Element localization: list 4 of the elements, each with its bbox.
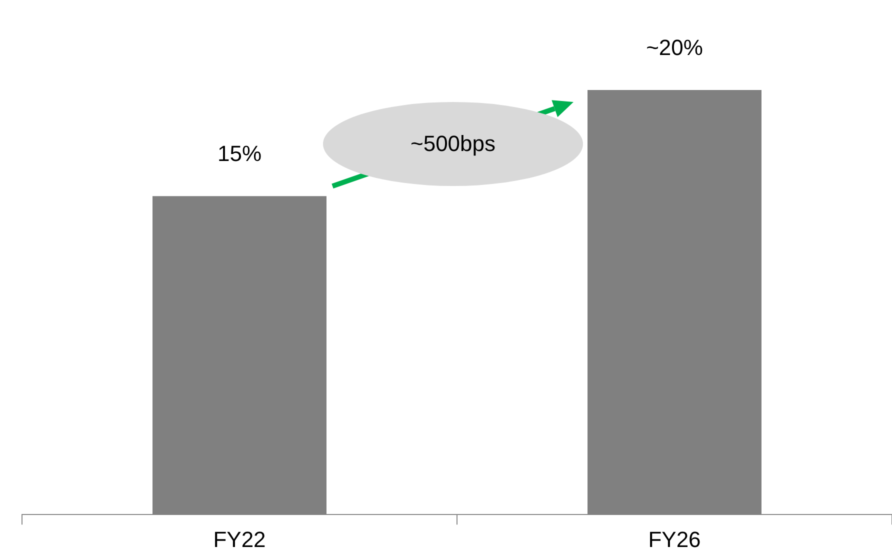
- x-tick-label: FY26: [648, 526, 701, 552]
- x-tick-label: FY22: [213, 526, 266, 552]
- data-label: ~20%: [646, 35, 703, 60]
- data-label: 15%: [217, 141, 262, 166]
